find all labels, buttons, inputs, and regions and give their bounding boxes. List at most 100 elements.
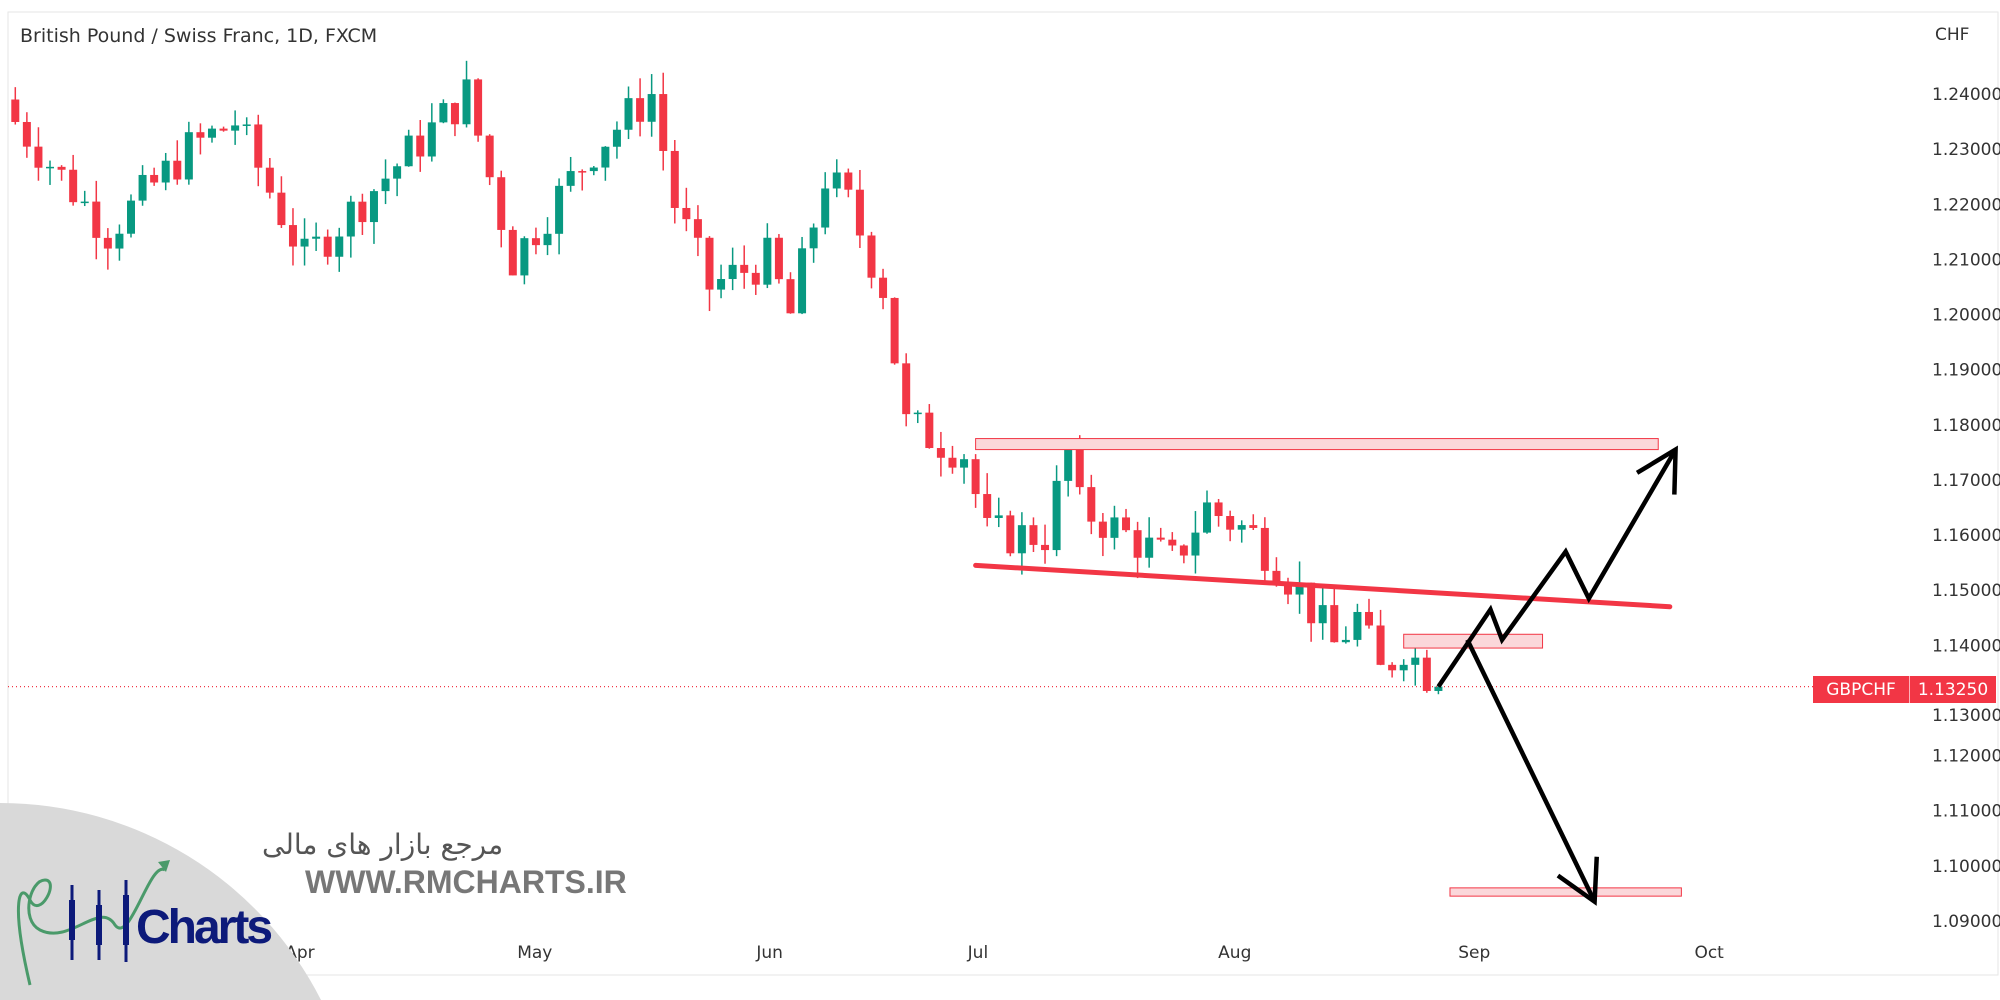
candle-body (717, 279, 726, 290)
candle-body (913, 412, 922, 415)
drawings (8, 438, 1813, 906)
symbol-label: GBPCHF (1813, 676, 1910, 703)
candle-body (555, 185, 564, 234)
price-tick: 1.10000 (1932, 857, 2000, 877)
price-tick: 1.20000 (1932, 306, 2000, 326)
candle-body (971, 459, 980, 495)
candle-body (1284, 584, 1292, 595)
bearish-arrow (1465, 638, 1597, 903)
price-tick: 1.22000 (1932, 195, 2000, 215)
candle-body (1041, 544, 1050, 551)
candle-body (265, 167, 274, 193)
candle-body (277, 192, 286, 226)
candle-body (1307, 582, 1316, 624)
candle-body (11, 99, 20, 122)
candle-body (300, 238, 309, 247)
candle-body (450, 103, 459, 125)
candle-body (1203, 502, 1212, 533)
candle-body (1075, 448, 1084, 488)
candle-body (474, 79, 483, 136)
candle-body (497, 177, 506, 230)
candle-body (890, 297, 899, 364)
watermark-site: WWW.RMCHARTS.IR (305, 864, 627, 900)
candle-body (670, 150, 679, 208)
candle-body (1064, 448, 1073, 481)
candle-body (46, 166, 55, 169)
candle-body (566, 171, 575, 186)
candle-body (612, 129, 621, 147)
price-tick: 1.17000 (1932, 471, 2000, 491)
candle-body (393, 166, 402, 179)
candle-body (1226, 516, 1235, 530)
candle-body (1179, 545, 1188, 556)
candle-body (705, 237, 714, 290)
time-tick: Jun (755, 943, 783, 963)
candle-body (1434, 686, 1443, 691)
price-tick: 1.18000 (1932, 416, 2000, 436)
candle-body (439, 103, 448, 123)
support-trendline (973, 562, 1673, 610)
price-tick: 1.19000 (1932, 361, 2000, 381)
candle-body (34, 146, 43, 168)
candle-body (1260, 527, 1269, 571)
candle-body (335, 236, 344, 257)
price-tick: 1.16000 (1932, 526, 2000, 546)
candle-body (1272, 570, 1281, 585)
candle-body (242, 124, 251, 126)
candle-body (207, 128, 216, 138)
candle-body (751, 272, 760, 285)
price-tick: 1.09000 (1932, 912, 2000, 932)
price-value: 1.13250 (1917, 679, 1989, 700)
candle-body (531, 238, 540, 246)
logo-brand-text: Charts (136, 901, 273, 954)
candle-body (485, 135, 494, 178)
candle-body (1145, 537, 1154, 558)
candle-body (161, 160, 170, 183)
candle-body (1376, 625, 1385, 665)
candle-body (358, 201, 367, 223)
candle-body (381, 178, 390, 192)
candle-body (1029, 525, 1038, 545)
candle-body (1341, 639, 1350, 643)
candle-body (624, 98, 633, 130)
candle-body (1156, 537, 1165, 540)
candle-body (173, 160, 182, 180)
candle-body (1249, 525, 1258, 528)
candle-body (1133, 530, 1142, 558)
candle-body (1422, 657, 1431, 691)
candle-body (983, 494, 992, 518)
candle-body (1411, 657, 1420, 665)
candle-body (103, 237, 112, 249)
candle-body (682, 207, 691, 220)
candle-body (786, 279, 795, 314)
candle-body (809, 227, 818, 249)
candle-body (346, 201, 355, 237)
candle-body (184, 132, 193, 180)
candle-body (288, 225, 297, 247)
price-tick: 1.23000 (1932, 140, 2000, 160)
candle-body (832, 172, 841, 189)
bullish-arrow (1436, 448, 1678, 688)
candle-body (763, 237, 772, 285)
candle-body (855, 189, 864, 236)
candle-body (1364, 611, 1373, 626)
logo-background (0, 803, 321, 1000)
candle-body (369, 191, 378, 223)
candle-body (1330, 605, 1339, 643)
candle-body (416, 135, 425, 157)
candle-body (728, 264, 737, 280)
price-tick: 1.24000 (1932, 85, 2000, 105)
candle-body (69, 169, 78, 203)
candles (11, 60, 1443, 695)
candle-body (92, 201, 101, 238)
candle-body (879, 277, 888, 298)
price-axis: CHF 1.24000 1.23000 1.22000 1.21000 1.20000 1.… (1932, 25, 2000, 932)
candle-body (462, 79, 471, 125)
candle-body (1353, 611, 1362, 640)
candle-body (1388, 664, 1397, 671)
candle-body (254, 124, 263, 168)
time-tick: Sep (1458, 943, 1490, 963)
candle-body (231, 125, 240, 131)
candle-body (578, 171, 587, 173)
